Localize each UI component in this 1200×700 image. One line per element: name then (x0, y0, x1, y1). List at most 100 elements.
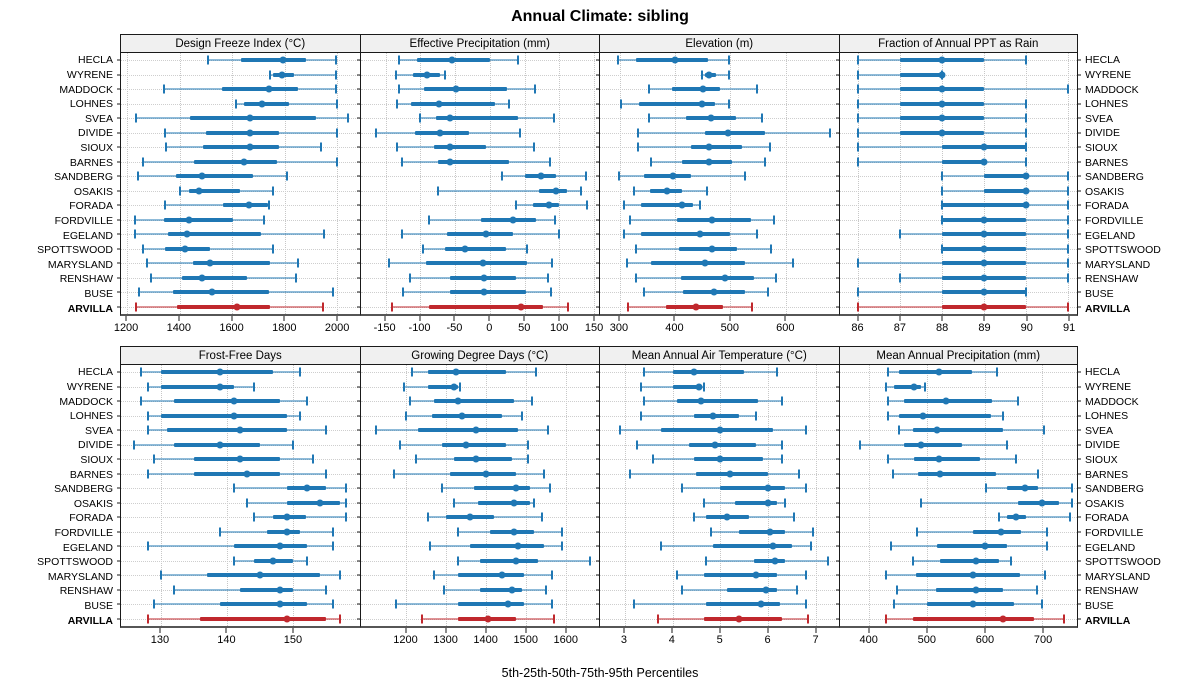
whisker-cap (507, 99, 510, 109)
gridline-vertical (1068, 53, 1070, 314)
interquartile-bar (639, 101, 715, 106)
axis-tick-label: 4 (668, 634, 675, 646)
gridline-horizontal (839, 517, 1077, 519)
whisker-cap (704, 556, 707, 566)
whisker-cap (755, 229, 758, 239)
whisker-cap (141, 244, 144, 254)
whisker-cap (622, 229, 625, 239)
row-edge-tick (356, 88, 361, 90)
whisker-cap (325, 585, 328, 595)
row-edge-tick (835, 415, 840, 417)
median-dot (708, 216, 716, 224)
row-edge-tick (835, 277, 840, 279)
interquartile-bar (194, 159, 277, 164)
whisker-cap (527, 440, 529, 450)
median-dot (757, 600, 765, 608)
station-label: ARVILLA (1085, 302, 1131, 315)
whisker-cap (807, 614, 810, 624)
interquartile-bar (425, 261, 527, 266)
axis-tick-label: 1600 (553, 634, 578, 646)
whisker-cap (681, 483, 684, 493)
panel-title: Mean Annual Air Temperature (°C) (631, 349, 807, 362)
whisker-cap (793, 512, 796, 522)
axis-tick-label: 3 (620, 634, 627, 646)
station-label: ARVILLA (67, 614, 113, 627)
axis-tick-label: 300 (609, 322, 629, 334)
whisker-cap (681, 585, 684, 595)
whisker-cap (633, 599, 636, 609)
station-label: HECLA (1085, 366, 1121, 379)
row-edge-tick (1077, 574, 1081, 576)
median-dot (695, 383, 703, 391)
axis-tick (485, 628, 487, 633)
station-label: MARYSLAND (1085, 258, 1151, 271)
median-dot (435, 100, 443, 108)
whisker-cap (395, 599, 398, 609)
row-edge-tick (356, 190, 361, 192)
whisker-cap (332, 541, 334, 551)
whisker-cap (886, 396, 889, 406)
median-dot (283, 615, 291, 623)
interquartile-bar (690, 145, 743, 150)
whisker-cap (884, 570, 887, 580)
row-edge-tick (117, 103, 121, 105)
station-label: RENSHAW (1085, 273, 1139, 286)
median-dot (512, 484, 520, 492)
whisker-cap (659, 541, 662, 551)
axis-tick (125, 316, 127, 321)
whisker-cap (551, 258, 554, 268)
axis-tick (292, 628, 294, 633)
median-dot (1038, 499, 1046, 507)
whisker-cap (334, 70, 337, 80)
row-edge-tick (356, 233, 361, 235)
median-dot (707, 114, 715, 122)
whisker-cap (709, 527, 712, 537)
median-dot (472, 455, 480, 463)
interquartile-bar (174, 399, 280, 404)
row-edge-tick (1077, 190, 1081, 192)
row-edge-tick (117, 190, 121, 192)
row-edge-tick (835, 603, 840, 605)
panel-header: Design Freeze Index (°C) (120, 34, 360, 53)
axis-tick-label: 1600 (219, 322, 244, 334)
whisker-cap (526, 244, 529, 254)
interquartile-bar (651, 261, 746, 266)
row-edge-tick (117, 444, 121, 446)
gridline-horizontal (360, 176, 599, 178)
panel-plot-0 (117, 53, 360, 316)
axis-tick (618, 316, 620, 321)
whisker-cap (334, 84, 337, 94)
interquartile-bar (160, 384, 234, 389)
median-dot (716, 426, 724, 434)
whisker-cap (292, 440, 295, 450)
median-dot (972, 557, 980, 565)
whisker-cap (1044, 570, 1047, 580)
whisker-cap (764, 157, 767, 167)
row-edge-tick (596, 589, 600, 591)
whisker-cap (625, 258, 628, 268)
whisker-cap (702, 382, 705, 392)
panel-header: Fraction of Annual PPT as Rain (838, 34, 1078, 53)
panel-fraction-ppt-rain: Fraction of Annual PPT as Rain 86 87 88 89 9… (835, 34, 1081, 346)
row-edge-tick (356, 161, 361, 163)
interquartile-bar (173, 290, 269, 295)
gridline-vertical (489, 53, 491, 314)
median-dot (508, 586, 516, 594)
station-label: LOHNES (69, 98, 113, 111)
interquartile-bar (428, 304, 544, 309)
axis-tick (283, 316, 285, 321)
interquartile-bar (240, 587, 294, 592)
panel-axis-2: 300 400 500 600 (599, 316, 839, 346)
gridline-vertical (284, 53, 286, 314)
median-dot (726, 470, 734, 478)
interquartile-bar (163, 217, 234, 222)
whisker-cap (532, 498, 535, 508)
whisker-cap (728, 99, 731, 109)
axis-tick-label: 1800 (272, 322, 297, 334)
whisker-cap (1005, 440, 1008, 450)
whisker-cap (857, 84, 860, 94)
row-edge-tick (1077, 618, 1081, 620)
row-edge-tick (1077, 516, 1081, 518)
gridline-vertical (984, 53, 986, 314)
median-dot (258, 100, 266, 108)
